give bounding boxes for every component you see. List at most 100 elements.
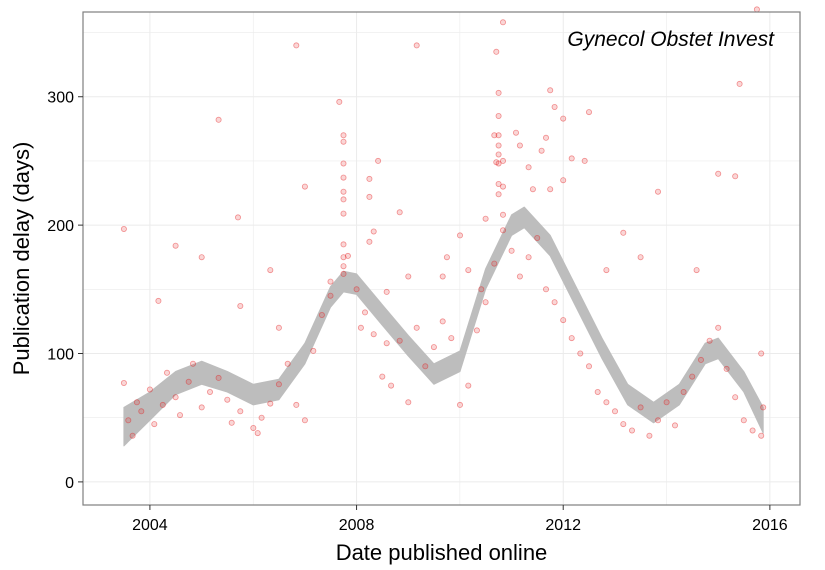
data-point — [723, 365, 730, 372]
data-point — [603, 267, 610, 274]
data-point — [172, 394, 179, 401]
data-point — [551, 104, 558, 111]
x-axis-title: Date published online — [336, 540, 548, 565]
data-point — [275, 324, 282, 331]
data-point — [151, 421, 158, 428]
data-point — [594, 388, 601, 395]
data-point — [473, 327, 480, 334]
data-point — [715, 170, 722, 177]
data-point — [482, 215, 489, 222]
data-point — [383, 340, 390, 347]
data-point — [603, 399, 610, 406]
data-point — [655, 417, 662, 424]
data-point — [366, 175, 373, 182]
data-point — [206, 388, 213, 395]
data-point — [560, 177, 567, 184]
data-point — [706, 337, 713, 344]
data-point — [538, 147, 545, 154]
data-point — [405, 273, 412, 280]
data-point — [568, 155, 575, 162]
data-point — [439, 318, 446, 325]
data-point — [172, 242, 179, 249]
data-point — [736, 80, 743, 87]
data-point — [396, 337, 403, 344]
data-point — [547, 186, 554, 193]
data-point — [237, 408, 244, 415]
data-point — [439, 273, 446, 280]
data-point — [340, 174, 347, 181]
data-point — [155, 297, 162, 304]
data-point — [340, 160, 347, 167]
data-point — [760, 404, 767, 411]
data-point — [493, 159, 500, 166]
data-point — [234, 214, 241, 221]
y-axis-title: Publication delay (days) — [9, 142, 34, 376]
data-point — [366, 238, 373, 245]
data-point — [637, 404, 644, 411]
data-point — [301, 183, 308, 190]
data-point — [491, 260, 498, 267]
data-point — [340, 132, 347, 139]
data-point — [612, 408, 619, 415]
data-point — [340, 210, 347, 217]
data-point — [185, 378, 192, 385]
data-point — [732, 394, 739, 401]
data-point — [258, 414, 265, 421]
data-point — [370, 331, 377, 338]
data-point — [581, 157, 588, 164]
data-point — [516, 142, 523, 149]
data-point — [353, 286, 360, 293]
data-point — [465, 382, 472, 389]
data-point — [547, 87, 554, 94]
data-point — [336, 98, 343, 105]
data-point — [495, 151, 502, 158]
data-point — [456, 401, 463, 408]
data-point — [340, 188, 347, 195]
data-point — [586, 109, 593, 116]
data-point — [198, 404, 205, 411]
data-point — [516, 273, 523, 280]
data-point — [758, 350, 765, 357]
data-point — [293, 401, 300, 408]
minor-gridlines — [83, 12, 800, 505]
data-point — [215, 374, 222, 381]
data-point — [715, 324, 722, 331]
data-point — [491, 132, 498, 139]
data-point — [327, 292, 334, 299]
data-point — [499, 19, 506, 26]
data-point — [293, 42, 300, 49]
data-point — [327, 278, 334, 285]
data-point — [456, 232, 463, 239]
data-point — [693, 267, 700, 274]
data-point — [370, 228, 377, 235]
data-points — [120, 6, 767, 439]
data-point — [357, 324, 364, 331]
data-point — [189, 360, 196, 367]
data-point — [620, 229, 627, 236]
x-tick-label: 2016 — [752, 517, 788, 534]
data-point — [422, 363, 429, 370]
data-point — [301, 417, 308, 424]
data-point — [637, 254, 644, 261]
data-point — [366, 193, 373, 200]
data-point — [443, 254, 450, 261]
data-point — [267, 400, 274, 407]
data-point — [237, 302, 244, 309]
data-point — [383, 288, 390, 295]
data-point — [680, 388, 687, 395]
data-point — [396, 209, 403, 216]
journal-annotation: Gynecol Obstet Invest — [567, 28, 775, 51]
data-point — [499, 157, 506, 164]
data-point — [698, 356, 705, 363]
data-point — [250, 424, 257, 431]
data-point — [375, 157, 382, 164]
data-point — [224, 396, 231, 403]
data-point — [254, 430, 261, 437]
data-point — [495, 113, 502, 120]
data-point — [753, 6, 760, 13]
data-point — [499, 211, 506, 218]
data-point — [543, 286, 550, 293]
data-point — [495, 89, 502, 96]
y-axis-ticks: 0 100 200 300 — [47, 90, 83, 492]
